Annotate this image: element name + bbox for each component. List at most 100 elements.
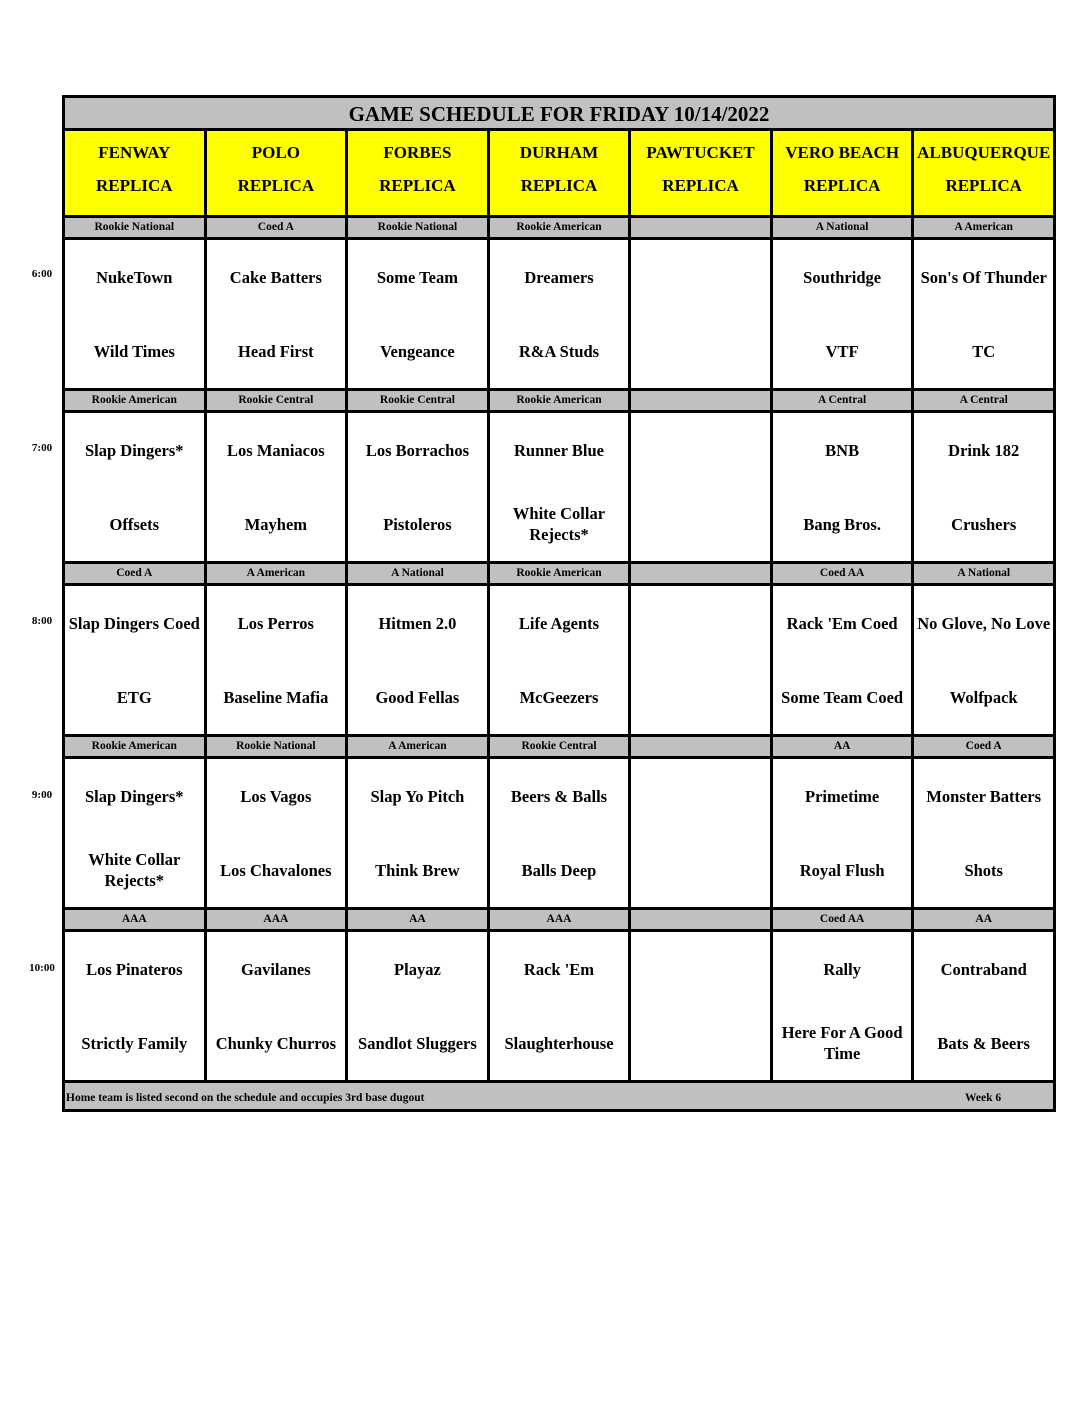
game-cell: Slap Dingers Coed ETG bbox=[65, 586, 204, 734]
division-label: A American bbox=[914, 218, 1053, 237]
footer-note: Home team is listed second on the schedu… bbox=[66, 1092, 425, 1104]
division-label: Rookie American bbox=[489, 218, 629, 237]
game-cell: Gavilanes Chunky Churros bbox=[206, 932, 346, 1080]
division-label: Rookie American bbox=[65, 391, 204, 410]
field-name: POLO bbox=[251, 143, 300, 162]
home-team bbox=[631, 314, 770, 388]
away-team: Rack 'Em Coed bbox=[786, 613, 898, 633]
home-team: Some Team Coed bbox=[781, 687, 904, 707]
away-team: Drink 182 bbox=[948, 440, 1020, 460]
game-cell: Hitmen 2.0 Good Fellas bbox=[348, 586, 487, 734]
game-cell: Slap Dingers* Offsets bbox=[65, 413, 204, 561]
home-team: Bang Bros. bbox=[803, 514, 881, 534]
home-team: Shots bbox=[964, 860, 1003, 880]
division-label: AAA bbox=[206, 910, 346, 929]
away-team bbox=[631, 932, 770, 1006]
division-label: A National bbox=[348, 564, 487, 583]
schedule-title: GAME SCHEDULE FOR FRIDAY 10/14/2022 bbox=[65, 98, 1053, 128]
home-team: Mayhem bbox=[244, 514, 308, 534]
game-cell: Rack 'Em Slaughterhouse bbox=[489, 932, 629, 1080]
away-team: Beers & Balls bbox=[510, 786, 608, 806]
game-row: NukeTown Wild Times Cake Batters Head First… bbox=[65, 240, 1053, 388]
division-label: Rookie American bbox=[489, 391, 629, 410]
away-team: Son's Of Thunder bbox=[920, 267, 1047, 287]
home-team: Head First bbox=[238, 341, 314, 361]
division-label: A Central bbox=[914, 391, 1053, 410]
away-team: Some Team bbox=[376, 267, 458, 287]
field-subtitle: REPLICA bbox=[662, 176, 739, 195]
division-label: AAA bbox=[65, 910, 204, 929]
game-cell: Son's Of Thunder TC bbox=[914, 240, 1053, 388]
game-cell bbox=[631, 240, 770, 388]
field-header: ALBUQUERQUE REPLICA bbox=[914, 131, 1053, 215]
game-cell: BNB Bang Bros. bbox=[772, 413, 912, 561]
away-team bbox=[631, 586, 770, 660]
division-label bbox=[631, 218, 770, 237]
home-team: ETG bbox=[116, 687, 152, 707]
field-header: PAWTUCKET REPLICA bbox=[631, 131, 770, 215]
field-subtitle: REPLICA bbox=[237, 176, 315, 195]
away-team: Gavilanes bbox=[241, 959, 311, 979]
home-team: Wild Times bbox=[93, 341, 175, 361]
away-team: Los Vagos bbox=[240, 786, 312, 806]
game-cell bbox=[631, 413, 770, 561]
home-team: Offsets bbox=[109, 514, 160, 534]
division-label: Rookie National bbox=[65, 218, 204, 237]
home-team: Vengeance bbox=[380, 341, 455, 361]
division-label: A Central bbox=[772, 391, 912, 410]
away-team: Los Pinateros bbox=[86, 959, 183, 979]
game-row: Slap Dingers* Offsets Los Maniacos Mayhem Lo… bbox=[65, 413, 1053, 561]
home-team: Royal Flush bbox=[799, 860, 885, 880]
game-cell: Los Maniacos Mayhem bbox=[206, 413, 346, 561]
division-label bbox=[631, 391, 770, 410]
field-header-row: FENWAY REPLICA POLO REPLICA FORBES REPLICA DUR… bbox=[65, 131, 1053, 215]
field-name: VERO BEACH bbox=[785, 143, 900, 162]
home-team: Here For A Good Time bbox=[781, 1023, 903, 1063]
home-team: Slaughterhouse bbox=[504, 1033, 614, 1053]
division-label: A American bbox=[348, 737, 487, 756]
game-cell: Some Team Vengeance bbox=[348, 240, 487, 388]
footer: Home team is listed second on the schedu… bbox=[65, 1083, 1053, 1109]
field-name: DURHAM bbox=[519, 143, 599, 162]
away-team: Playaz bbox=[394, 959, 441, 979]
home-team: Baseline Mafia bbox=[223, 687, 329, 707]
away-team: No Glove, No Love bbox=[917, 613, 1051, 633]
home-team: Bats & Beers bbox=[937, 1033, 1030, 1053]
division-label: AA bbox=[914, 910, 1053, 929]
field-subtitle: REPLICA bbox=[520, 176, 598, 195]
division-row: Rookie American Rookie National A American… bbox=[65, 737, 1053, 756]
division-label: Rookie National bbox=[206, 737, 346, 756]
away-team: Cake Batters bbox=[229, 267, 322, 287]
away-team bbox=[631, 240, 770, 314]
game-row: Slap Dingers* White Collar Rejects* Los Va… bbox=[65, 759, 1053, 907]
time-label: 8:00 bbox=[31, 615, 53, 627]
game-cell: Life Agents McGeezers bbox=[489, 586, 629, 734]
division-label: A American bbox=[206, 564, 346, 583]
division-row: Rookie American Rookie Central Rookie Cent… bbox=[65, 391, 1053, 410]
game-row: Los Pinateros Strictly Family Gavilanes Chu… bbox=[65, 932, 1053, 1080]
game-cell: Dreamers R&A Studs bbox=[489, 240, 629, 388]
division-label bbox=[631, 910, 770, 929]
away-team: Slap Yo Pitch bbox=[370, 786, 465, 806]
field-subtitle: REPLICA bbox=[945, 176, 1022, 195]
away-team: Contraband bbox=[940, 959, 1027, 979]
field-header: FORBES REPLICA bbox=[348, 131, 487, 215]
game-cell: Runner Blue White Collar Rejects* bbox=[489, 413, 629, 561]
game-cell: Los Vagos Los Chavalones bbox=[206, 759, 346, 907]
away-team: Slap Dingers* bbox=[85, 440, 184, 460]
division-label: AA bbox=[348, 910, 487, 929]
field-subtitle: REPLICA bbox=[96, 176, 173, 195]
home-team bbox=[631, 487, 770, 561]
game-cell bbox=[631, 586, 770, 734]
game-cell: NukeTown Wild Times bbox=[65, 240, 204, 388]
field-name: ALBUQUERQUE bbox=[917, 143, 1051, 162]
away-team: Rack 'Em bbox=[523, 959, 595, 979]
game-cell: Slap Yo Pitch Think Brew bbox=[348, 759, 487, 907]
division-label: Coed A bbox=[206, 218, 346, 237]
away-team: Los Maniacos bbox=[227, 440, 325, 460]
division-label: AAA bbox=[489, 910, 629, 929]
week-label: Week 6 bbox=[965, 1092, 1002, 1104]
away-team: Primetime bbox=[805, 786, 880, 806]
home-team: White Collar Rejects* bbox=[512, 504, 606, 544]
